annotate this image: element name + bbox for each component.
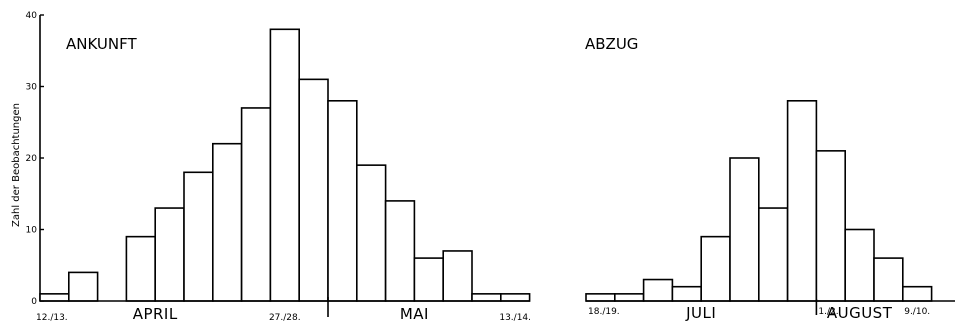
- bar: [873, 257, 904, 302]
- y-tick-label: 20: [26, 154, 38, 164]
- y-tick-label: 0: [31, 297, 37, 307]
- bar: [269, 28, 300, 302]
- bar: [844, 228, 875, 302]
- bar: [298, 78, 329, 302]
- month-label: APRIL: [133, 305, 178, 323]
- bar: [700, 235, 731, 302]
- bar: [729, 157, 760, 302]
- bar: [642, 278, 674, 302]
- bar: [212, 142, 243, 302]
- abzug-panel: ABZUG 18./19. 1./2. 9./10. JULI AUGUST: [585, 35, 955, 322]
- y-tick-label: 40: [26, 11, 38, 21]
- bar: [901, 285, 933, 302]
- bar: [613, 293, 645, 302]
- y-tick-label: 10: [26, 226, 38, 236]
- date-label: 12./13.: [36, 313, 68, 323]
- bar: [384, 200, 416, 302]
- bar: [39, 293, 70, 302]
- bar: [585, 293, 616, 302]
- bar: [240, 107, 272, 302]
- bar: [815, 150, 847, 302]
- bar: [786, 100, 818, 302]
- bar: [442, 250, 473, 302]
- y-tick-label: 30: [26, 83, 38, 93]
- month-label: AUGUST: [827, 304, 893, 322]
- y-axis-label: Zahl der Beobachtungen: [11, 103, 22, 227]
- date-label: 1./2.: [818, 307, 838, 317]
- abzug-title: ABZUG: [585, 35, 638, 53]
- bar: [183, 171, 214, 302]
- bar: [68, 271, 99, 302]
- date-label: 27./28.: [269, 313, 301, 323]
- bar: [471, 293, 502, 302]
- month-label: MAI: [400, 305, 429, 323]
- date-label: 13./14.: [499, 313, 531, 323]
- bar: [671, 285, 703, 302]
- bar: [327, 100, 358, 302]
- bar: [499, 293, 531, 302]
- bar: [355, 164, 387, 302]
- ankunft-panel: ANKUNFT 0 10 20 30 40 12./13. 27./28. 13./14. AP…: [26, 11, 531, 323]
- month-label: JULI: [685, 304, 716, 322]
- bar: [413, 257, 444, 302]
- bar: [154, 207, 185, 302]
- date-label: 18./19.: [588, 307, 620, 317]
- ankunft-title: ANKUNFT: [66, 35, 137, 53]
- bar: [125, 235, 157, 302]
- date-label: 9./10.: [904, 307, 930, 317]
- bar: [757, 207, 789, 302]
